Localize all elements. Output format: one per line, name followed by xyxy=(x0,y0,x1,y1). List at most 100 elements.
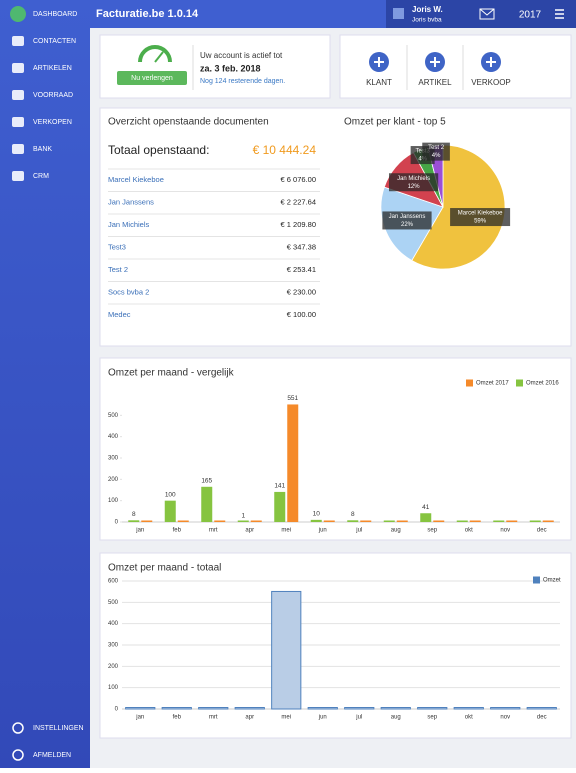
x-tick-label: okt xyxy=(465,528,473,534)
renew-button[interactable] xyxy=(117,71,187,85)
slice-value: 12% xyxy=(408,184,421,190)
slice-label-box xyxy=(422,142,450,161)
plus-icon xyxy=(430,57,440,67)
bar xyxy=(529,520,541,522)
bar xyxy=(214,520,226,522)
legend-swatch xyxy=(516,379,523,387)
mail-icon-flap xyxy=(479,8,495,16)
bar xyxy=(307,707,338,710)
bar-value-label: 8 xyxy=(132,511,136,518)
document-name[interactable]: Jan Janssens xyxy=(108,197,154,206)
slice-value: 22% xyxy=(401,222,414,228)
document-amount: € 1 209.80 xyxy=(281,220,316,229)
document-amount: € 2 227.64 xyxy=(281,197,316,206)
nav-item[interactable]: ARTIKELEN xyxy=(33,65,72,72)
x-tick-label: jun xyxy=(318,715,327,721)
action-label[interactable]: KLANT xyxy=(366,78,392,87)
nav-icon xyxy=(12,171,24,181)
y-tick-label: 100 xyxy=(108,498,119,504)
bar xyxy=(161,707,192,710)
x-tick-label: feb xyxy=(173,715,182,721)
nav-icon xyxy=(12,90,24,100)
bar xyxy=(490,707,521,710)
bar xyxy=(380,707,411,710)
nav-icon xyxy=(12,63,24,73)
nav-icon xyxy=(12,36,24,46)
document-amount: € 253.41 xyxy=(287,265,316,274)
user-icon xyxy=(393,8,404,19)
nav-item[interactable]: INSTELLINGEN xyxy=(33,725,84,732)
bar xyxy=(469,520,481,522)
x-tick-label: sep xyxy=(427,528,437,534)
year[interactable]: 2017 xyxy=(519,10,542,21)
nav-item[interactable]: CRM xyxy=(33,173,49,180)
user-name: Joris W. xyxy=(412,5,443,14)
document-name[interactable]: Socs bvba 2 xyxy=(108,287,149,296)
y-tick-label: 500 xyxy=(108,413,119,419)
legend-label: Omzet xyxy=(543,578,561,584)
document-name[interactable]: Medec xyxy=(108,310,131,319)
legend-label: Omzet 2016 xyxy=(526,381,559,387)
document-name[interactable]: Test 2 xyxy=(108,265,128,274)
y-tick-label: 400 xyxy=(108,621,119,627)
document-name[interactable]: Jan Michiels xyxy=(108,220,150,229)
bar xyxy=(323,520,335,522)
bar xyxy=(456,520,468,522)
document-name[interactable]: Marcel Kiekeboe xyxy=(108,175,164,184)
nav-icon xyxy=(12,722,24,734)
bar xyxy=(433,520,445,522)
bar xyxy=(177,520,189,522)
bar-value-label: 41 xyxy=(422,504,430,511)
nav-item[interactable]: BANK xyxy=(33,146,52,153)
y-tick-label: 300 xyxy=(108,643,119,649)
bar xyxy=(542,520,554,522)
slice-label-box xyxy=(388,173,439,192)
bar xyxy=(164,500,176,522)
sidebar xyxy=(0,0,90,768)
nav-item[interactable]: AFMELDEN xyxy=(33,752,71,759)
y-tick-label: 600 xyxy=(108,579,119,585)
bar-value-label: 551 xyxy=(287,395,298,402)
document-name[interactable]: Test3 xyxy=(108,242,126,251)
x-tick-label: feb xyxy=(173,528,182,534)
bar xyxy=(493,520,505,522)
mail-icon[interactable] xyxy=(479,8,495,20)
bar-value-label: 10 xyxy=(313,511,321,518)
slice-value: 4% xyxy=(432,153,441,159)
bar xyxy=(344,707,375,710)
bar-value-label: 100 xyxy=(165,491,176,498)
y-tick-label: 200 xyxy=(108,664,119,670)
company-name: Joris bvba xyxy=(412,17,442,24)
bar xyxy=(506,520,518,522)
nav-item[interactable]: CONTACTEN xyxy=(33,38,76,45)
x-tick-label: mrt xyxy=(209,528,218,534)
x-tick-label: jul xyxy=(355,715,362,721)
menu-icon[interactable] xyxy=(555,9,564,19)
x-tick-label: mei xyxy=(281,715,291,721)
document-amount: € 6 076.00 xyxy=(281,175,316,184)
nav-item[interactable]: DASHBOARD xyxy=(33,11,77,18)
bar-value-label: 141 xyxy=(274,483,285,490)
x-tick-label: nov xyxy=(500,715,510,721)
chart-title: Omzet per maand - vergelijk xyxy=(108,368,235,379)
total-amount: € 10 444.24 xyxy=(253,143,317,157)
bar xyxy=(310,519,322,522)
actions-card xyxy=(339,34,572,99)
bar xyxy=(347,520,359,522)
x-tick-label: nov xyxy=(500,528,510,534)
x-tick-label: mrt xyxy=(209,715,218,721)
bar xyxy=(271,590,302,710)
slice-label: Test 2 xyxy=(428,145,445,151)
document-amount: € 347.38 xyxy=(287,242,316,251)
documents-title: Overzicht openstaande documenten xyxy=(108,117,269,128)
action-label[interactable]: VERKOOP xyxy=(471,78,511,87)
action-label[interactable]: ARTIKEL xyxy=(418,78,452,87)
nav-icon xyxy=(12,117,24,127)
y-tick-label: 200 xyxy=(108,477,119,483)
renew-label[interactable]: Nu verlengen xyxy=(131,75,173,82)
bar xyxy=(237,520,249,522)
nav-item[interactable]: VERKOPEN xyxy=(33,119,72,126)
nav-item[interactable]: VOORRAAD xyxy=(33,92,73,99)
bar xyxy=(453,707,484,710)
